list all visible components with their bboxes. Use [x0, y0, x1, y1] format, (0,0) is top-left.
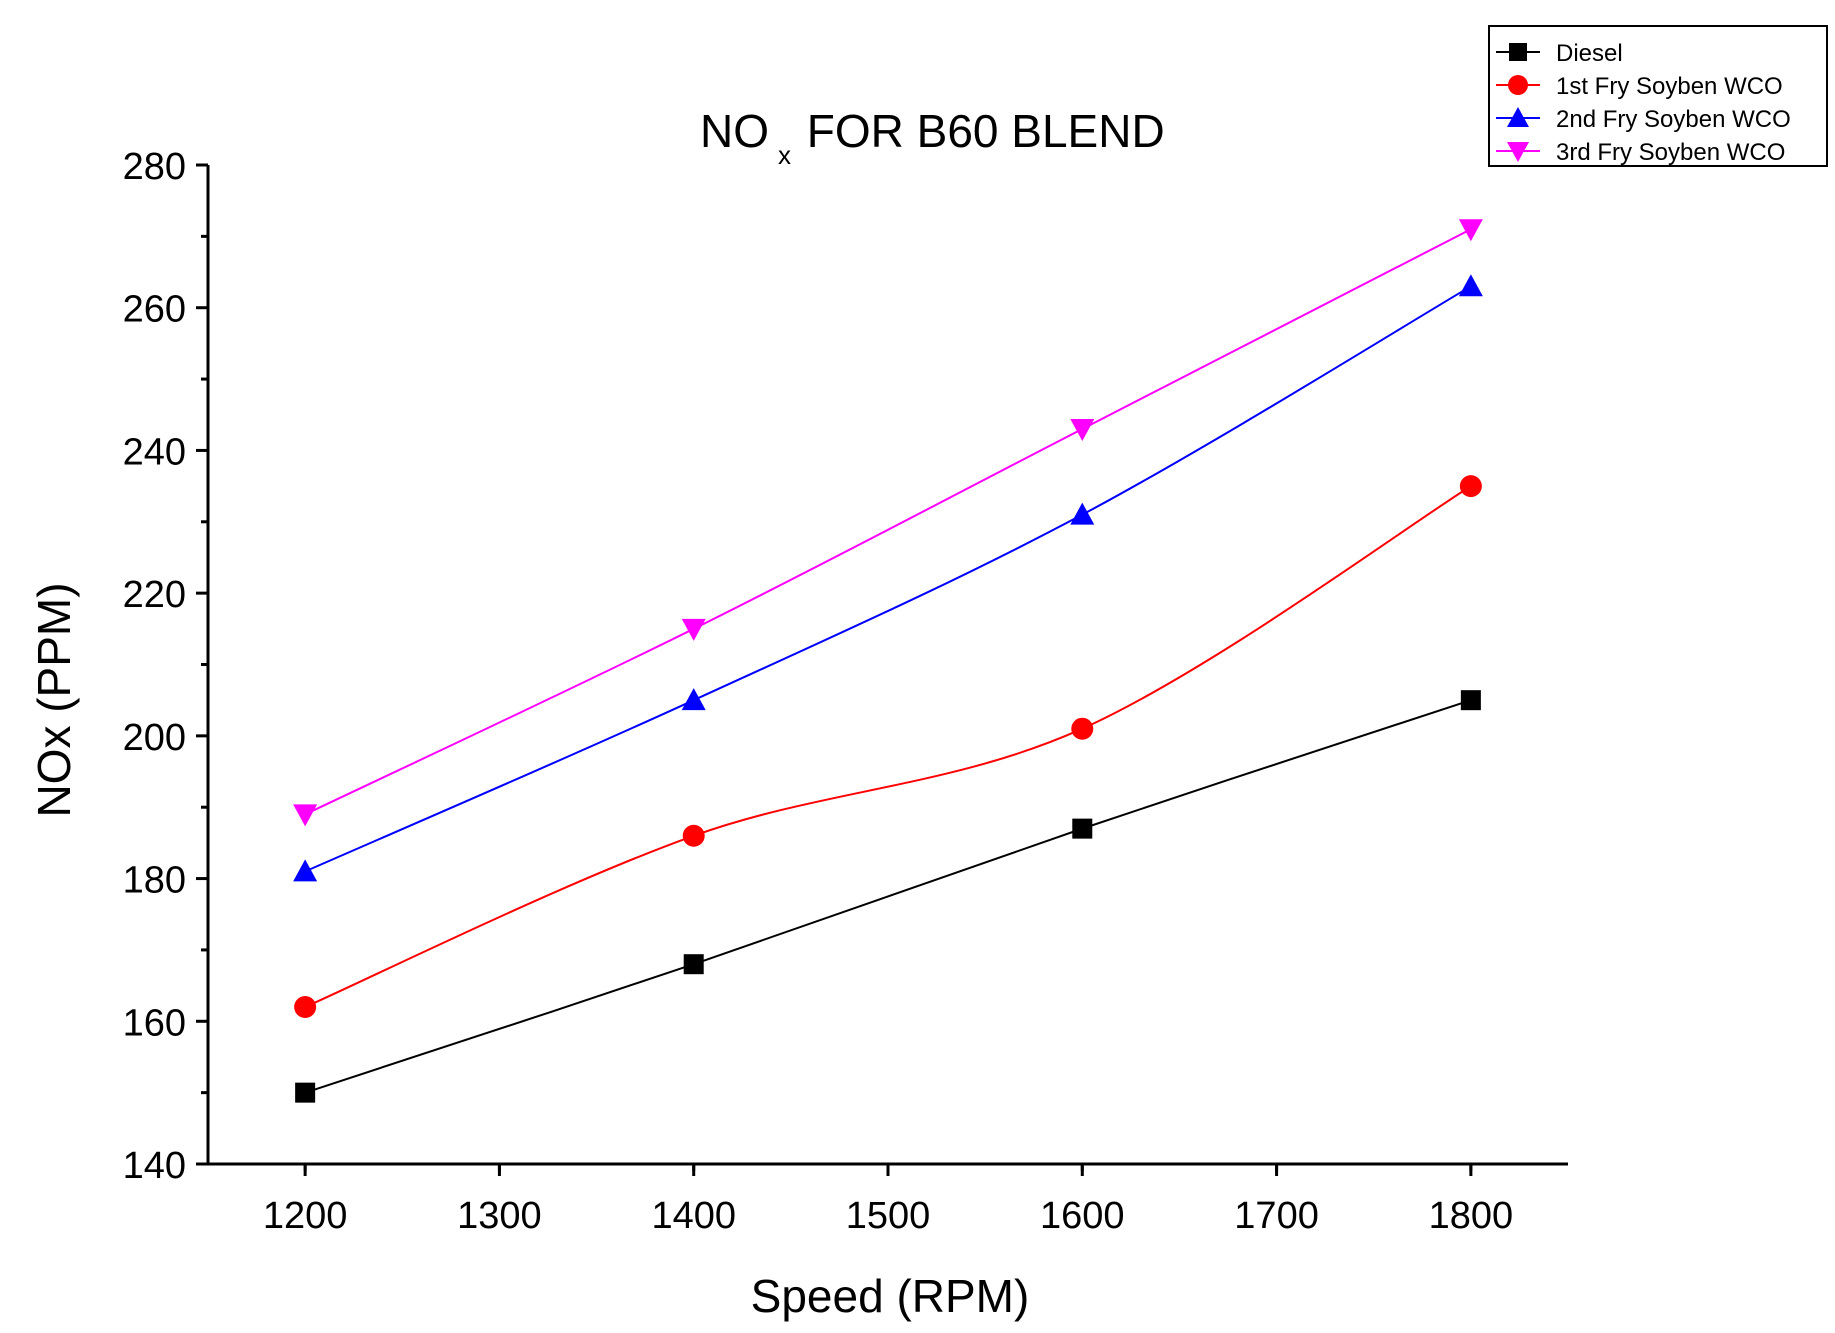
x-axis-label: Speed (RPM) — [751, 1270, 1030, 1322]
x-tick-label: 1300 — [457, 1195, 542, 1237]
chart-title-main: NO — [700, 105, 769, 157]
data-point — [1460, 690, 1481, 711]
series-2 — [294, 475, 1482, 1019]
x-tick-label: 1600 — [1040, 1195, 1125, 1237]
chart-title-subscript: x — [778, 140, 791, 170]
y-tick-label: 140 — [123, 1145, 186, 1187]
series-line — [304, 699, 1472, 1094]
legend-label: Diesel — [1556, 40, 1623, 67]
legend-label: 2nd Fry Soyben WCO — [1556, 106, 1791, 133]
y-tick-label: 260 — [123, 289, 186, 331]
series-4 — [293, 219, 1483, 827]
series-1 — [295, 690, 1481, 1103]
y-tick-label: 200 — [123, 717, 186, 759]
legend-label: 3rd Fry Soyben WCO — [1556, 139, 1785, 166]
y-tick-label: 280 — [123, 146, 186, 188]
x-tick-label: 1500 — [846, 1195, 931, 1237]
series-layer — [293, 219, 1483, 1103]
x-tick-label: 1400 — [651, 1195, 736, 1237]
x-tick-label: 1200 — [263, 1195, 348, 1237]
series-line — [304, 485, 1472, 1008]
data-point — [681, 618, 706, 641]
x-tick-label: 1800 — [1429, 1195, 1514, 1237]
chart-title: NO x FOR B60 BLEND — [700, 105, 1165, 170]
legend-marker — [1508, 75, 1528, 95]
legend-marker — [1507, 142, 1529, 162]
y-tick-label: 160 — [123, 1002, 186, 1044]
data-point — [1458, 274, 1483, 297]
legend-label: 1st Fry Soyben WCO — [1556, 73, 1783, 100]
data-point — [1072, 818, 1093, 839]
data-point — [1070, 502, 1095, 525]
y-tick-label: 180 — [123, 860, 186, 902]
axes: 140 160 180 200 220 240 260 280 1200 1300 1400 1500… — [123, 146, 1568, 1237]
data-point — [1070, 419, 1095, 442]
data-point — [681, 688, 706, 711]
y-tick-label: 240 — [123, 431, 186, 473]
legend-marker — [1507, 107, 1529, 127]
series-line — [304, 228, 1472, 816]
data-point — [1459, 475, 1482, 498]
legend-item: 2nd Fry Soyben WCO — [1496, 106, 1791, 133]
legend: Diesel 1st Fry Soyben WCO 2nd Fry Soyben W… — [1488, 25, 1828, 167]
data-point — [1071, 717, 1094, 740]
data-point — [295, 1082, 316, 1103]
data-point — [294, 996, 317, 1019]
y-tick-label: 220 — [123, 574, 186, 616]
data-point — [683, 954, 704, 975]
y-axis-label: NOx (PPM) — [28, 582, 80, 817]
legend-item: Diesel — [1496, 40, 1623, 67]
legend-item: 1st Fry Soyben WCO — [1496, 73, 1783, 100]
legend-item: 3rd Fry Soyben WCO — [1496, 139, 1785, 166]
data-point — [682, 824, 705, 847]
data-point — [293, 804, 318, 827]
data-point — [293, 859, 318, 882]
series-3 — [293, 274, 1483, 882]
data-point — [1458, 219, 1483, 242]
legend-box — [1488, 25, 1828, 167]
series-line — [304, 285, 1472, 873]
legend-marker — [1509, 43, 1527, 61]
chart-title-rest: FOR B60 BLEND — [794, 105, 1165, 157]
x-tick-label: 1700 — [1234, 1195, 1319, 1237]
